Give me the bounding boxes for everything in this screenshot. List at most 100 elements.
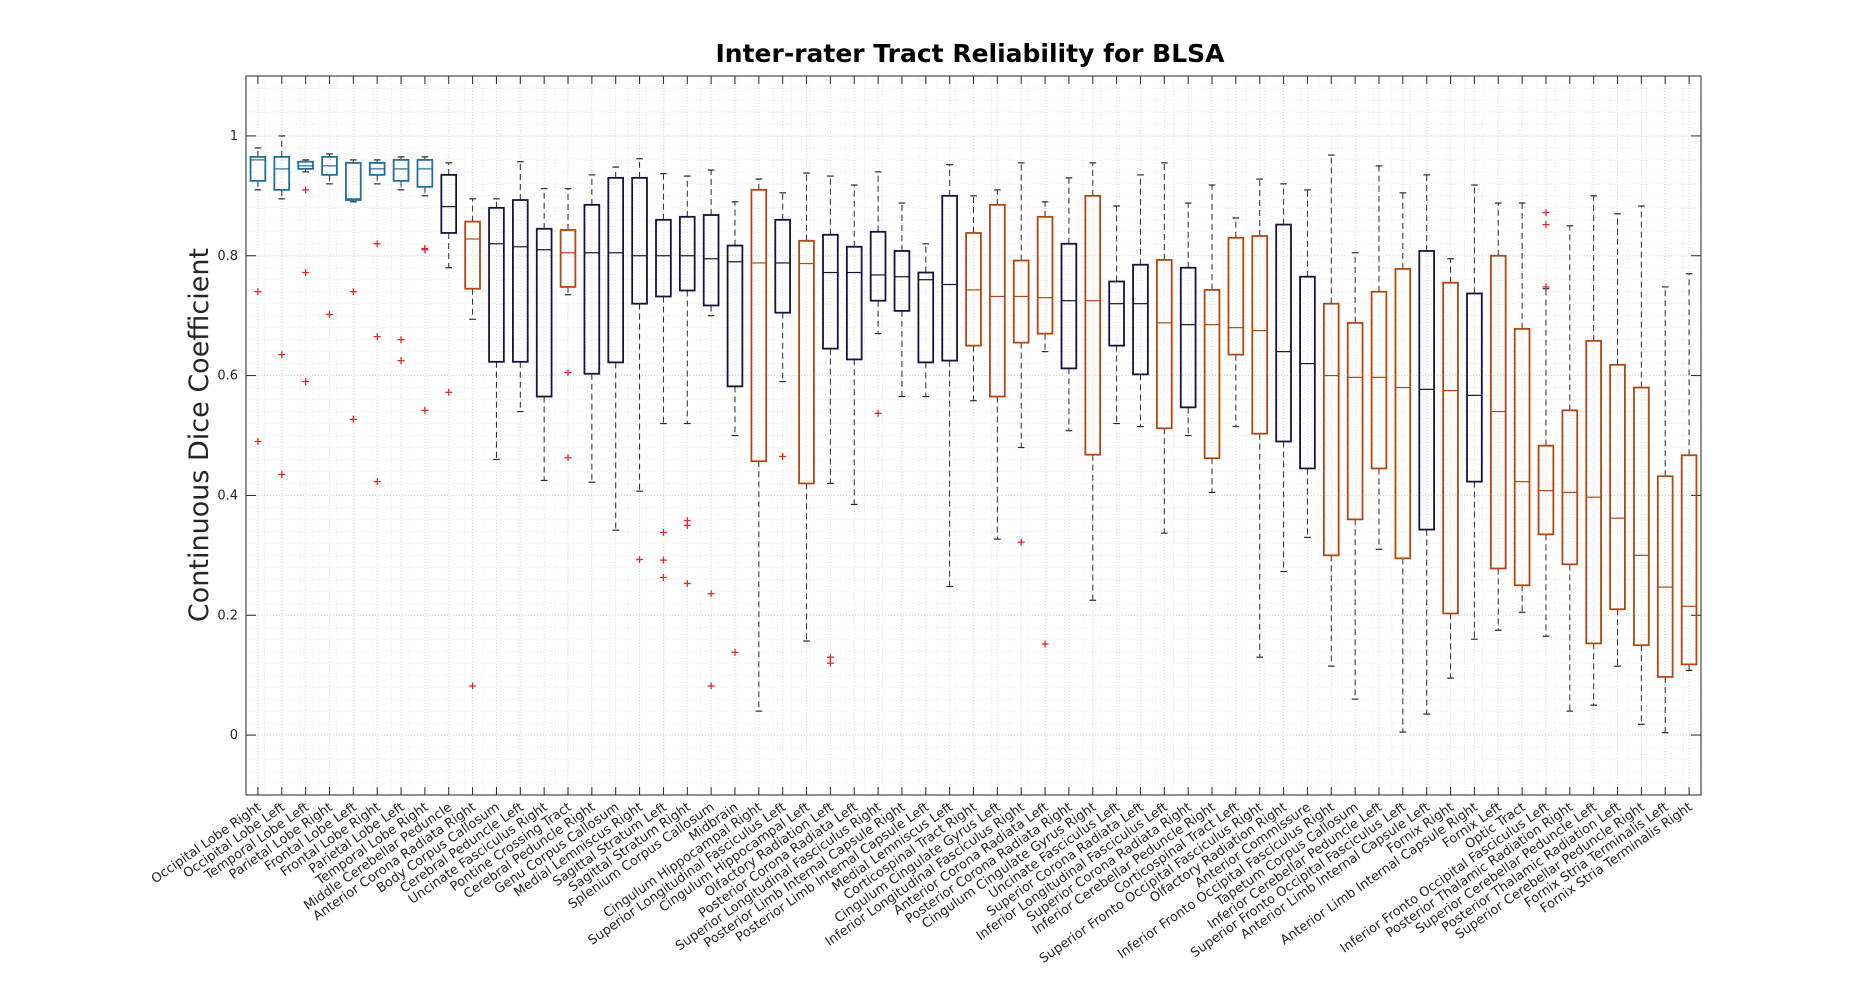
box-iqr	[583, 203, 601, 375]
box-53	[1513, 202, 1531, 613]
box-iqr	[1156, 259, 1173, 430]
outlier-point	[636, 556, 644, 564]
outlier-point	[302, 378, 310, 386]
outlier-point	[707, 590, 715, 598]
box-iqr	[464, 220, 481, 290]
y-axis-ticks: 0 0.2 0.4 0.6 0.8 1	[217, 129, 1701, 743]
box-iqr	[917, 271, 935, 364]
chart-title: Inter-rater Tract Reliability for BLSA	[715, 39, 1225, 68]
box-26	[869, 171, 887, 417]
box-9	[464, 198, 481, 690]
box-iqr	[1370, 290, 1388, 470]
box-37	[1132, 174, 1149, 428]
box-13	[559, 188, 577, 462]
box-24	[822, 175, 839, 667]
outlier-point	[683, 521, 691, 529]
box-iqr	[1275, 223, 1292, 443]
box-iqr	[1084, 194, 1102, 456]
box-iqr	[869, 230, 887, 302]
box-iqr	[702, 214, 720, 307]
box-44	[1299, 189, 1316, 538]
box-iqr	[726, 244, 744, 388]
box-iqr	[655, 218, 672, 298]
box-iqr	[607, 176, 625, 364]
box-iqr	[631, 176, 648, 305]
box-60	[1680, 273, 1698, 671]
outlier-point	[373, 333, 381, 341]
outlier-point	[1017, 538, 1025, 546]
y-tick-label: 0.2	[217, 608, 238, 623]
box-iqr	[1513, 327, 1531, 587]
box-7	[416, 156, 434, 414]
outlier-point	[302, 269, 310, 277]
box-15	[607, 166, 625, 531]
y-tick-label: 0	[230, 728, 238, 743]
box-21	[750, 178, 768, 712]
box-iqr	[249, 155, 267, 182]
outlier-point	[826, 653, 834, 661]
box-48	[1394, 192, 1412, 733]
box-11	[512, 161, 529, 413]
box-16	[631, 158, 648, 564]
box-18	[678, 175, 696, 587]
box-iqr	[845, 245, 863, 361]
box-28	[917, 243, 935, 398]
outlier-point	[397, 336, 405, 344]
box-59	[1656, 286, 1674, 734]
box-iqr	[1299, 275, 1316, 470]
box-1	[273, 135, 291, 478]
box-38	[1156, 162, 1173, 534]
y-tick-label: 1	[230, 129, 238, 144]
y-tick-label: 0.6	[217, 369, 238, 384]
box-iqr	[1251, 235, 1269, 435]
box-iqr	[1442, 281, 1459, 615]
outlier-point	[731, 648, 739, 656]
box-iqr	[678, 215, 696, 292]
outlier-point	[683, 579, 691, 587]
box-47	[1370, 165, 1388, 550]
y-axis-label: Continuous Dice Coefficient	[184, 248, 215, 622]
box-31	[989, 189, 1006, 540]
box-0	[249, 147, 267, 445]
outlier-point	[254, 288, 262, 296]
outlier-point	[373, 240, 381, 248]
outlier-point	[349, 415, 357, 423]
box-49	[1418, 174, 1435, 715]
box-6	[392, 156, 410, 365]
outlier-point	[659, 556, 667, 564]
outlier-point	[1041, 640, 1049, 648]
box-19	[702, 169, 720, 690]
box-42	[1251, 178, 1269, 658]
box-22	[774, 192, 791, 460]
box-23	[798, 172, 815, 642]
box-36	[1108, 205, 1125, 425]
plot-area-frame	[245, 75, 1702, 796]
outlier-point	[302, 186, 310, 194]
box-iqr	[1036, 215, 1054, 335]
box-27	[893, 202, 911, 398]
box-54	[1537, 209, 1555, 637]
box-32	[1012, 162, 1030, 546]
outlier-point	[254, 437, 262, 445]
box-iqr	[1656, 475, 1674, 678]
box-50	[1442, 258, 1459, 679]
box-8	[440, 162, 458, 396]
box-iqr	[1108, 280, 1125, 347]
box-43	[1275, 183, 1292, 573]
box-35	[1084, 162, 1102, 601]
box-iqr	[774, 218, 791, 314]
y-tick-label: 0.4	[217, 488, 238, 503]
box-iqr	[1203, 289, 1221, 460]
box-2	[297, 159, 314, 386]
box-17	[655, 173, 672, 582]
box-3	[321, 153, 338, 318]
box-iqr	[559, 229, 577, 288]
outlier-point	[707, 682, 715, 690]
outlier-point	[469, 682, 477, 690]
outlier-point	[421, 246, 429, 254]
box-iqr	[392, 158, 410, 182]
box-10	[488, 198, 505, 461]
box-39	[1179, 202, 1197, 437]
box-iqr	[1418, 250, 1435, 531]
